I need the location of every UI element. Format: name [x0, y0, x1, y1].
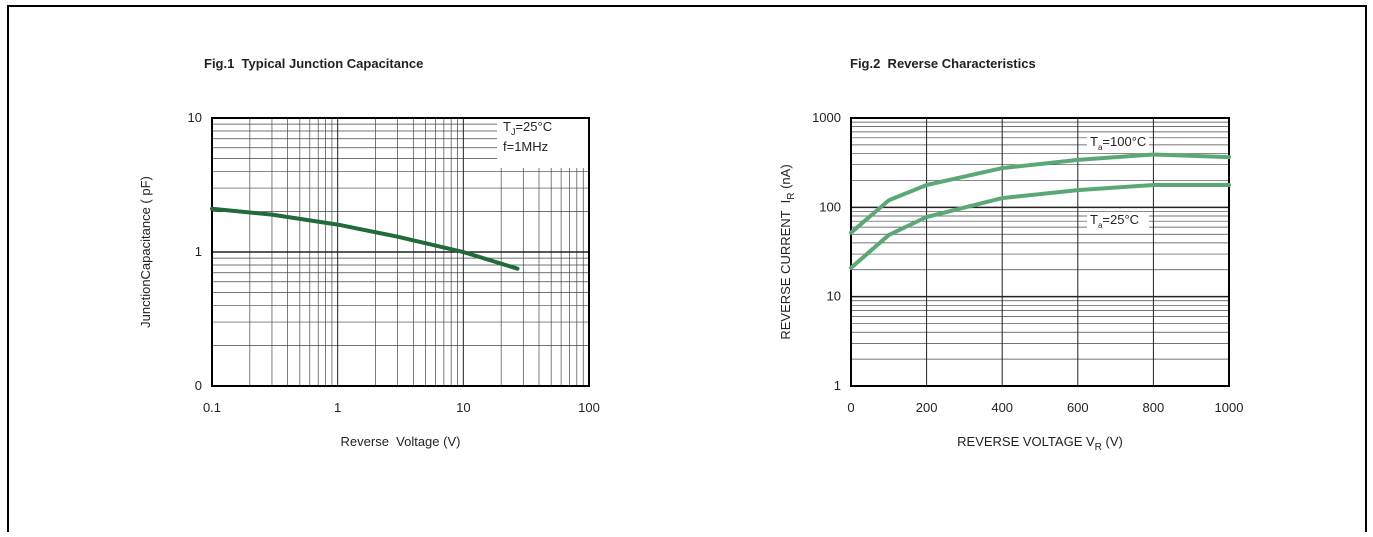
annotation-part: =100°C [1102, 134, 1146, 149]
annotation-part: T [1090, 212, 1098, 227]
plot-frame [211, 117, 590, 387]
y-tick-label: 1000 [812, 110, 841, 125]
x-tick-label: 1 [334, 400, 341, 415]
annotation-part: =25°C [1102, 212, 1139, 227]
y-axis-label-part: REVERSE CURRENT I [778, 200, 793, 340]
x-tick-label: 800 [1143, 400, 1165, 415]
annotation-part: J [511, 127, 516, 137]
x-tick-label: 1000 [1215, 400, 1244, 415]
y-axis-label-part: R [786, 193, 797, 200]
x-axis-label-part: R [1095, 442, 1102, 453]
x-axis-label-part: (V) [1102, 434, 1123, 449]
chart-title: Fig.2 Reverse Characteristics [850, 56, 1036, 71]
x-tick-label: 10 [456, 400, 470, 415]
annotation: TJ=25°C [503, 119, 552, 137]
annotation-bg [1087, 135, 1149, 150]
series-line [849, 152, 1231, 235]
y-tick-label: 1 [834, 378, 841, 393]
x-tick-label: 400 [991, 400, 1013, 415]
annotation: f=1MHz [503, 139, 548, 154]
series-line [849, 183, 1231, 270]
annotation-part: =25°C [515, 119, 552, 134]
plot-frame [850, 117, 1230, 387]
x-axis-label-part: REVERSE VOLTAGE V [957, 434, 1095, 449]
chart-title: Fig.1 Typical Junction Capacitance [204, 56, 423, 71]
x-tick-label: 100 [578, 400, 600, 415]
annotation-box [497, 118, 589, 168]
x-axis-label: Reverse Voltage (V) [341, 434, 461, 449]
x-tick-label: 200 [916, 400, 938, 415]
annotation-part: T [503, 119, 511, 134]
x-tick-label: 600 [1067, 400, 1089, 415]
y-axis-label: JunctionCapacitance ( pF) [138, 176, 153, 328]
annotation-part: a [1098, 143, 1103, 152]
annotation-part: a [1098, 221, 1103, 230]
page-frame [7, 5, 1367, 537]
y-axis-label-part: (nA) [778, 164, 793, 192]
annotation-bg [1087, 213, 1149, 228]
annotation: Ta=100°C [1090, 134, 1146, 152]
x-axis-label-part: Reverse Voltage (V) [341, 434, 461, 449]
x-axis-label: REVERSE VOLTAGE VR (V) [957, 434, 1123, 453]
y-tick-label: 10 [188, 110, 202, 125]
y-tick-label: 100 [819, 199, 841, 214]
y-axis-label: REVERSE CURRENT IR (nA) [778, 164, 797, 339]
x-tick-label: 0.1 [203, 400, 221, 415]
series-line [210, 206, 520, 271]
annotation: Ta=25°C [1090, 212, 1139, 230]
y-tick-label: 0 [195, 378, 202, 393]
y-tick-label: 10 [827, 289, 841, 304]
y-axis-label-part: JunctionCapacitance ( pF) [138, 176, 153, 328]
annotation-part: T [1090, 134, 1098, 149]
y-tick-label: 1 [195, 244, 202, 259]
x-tick-label: 0 [847, 400, 854, 415]
annotation-part: f=1MHz [503, 139, 548, 154]
